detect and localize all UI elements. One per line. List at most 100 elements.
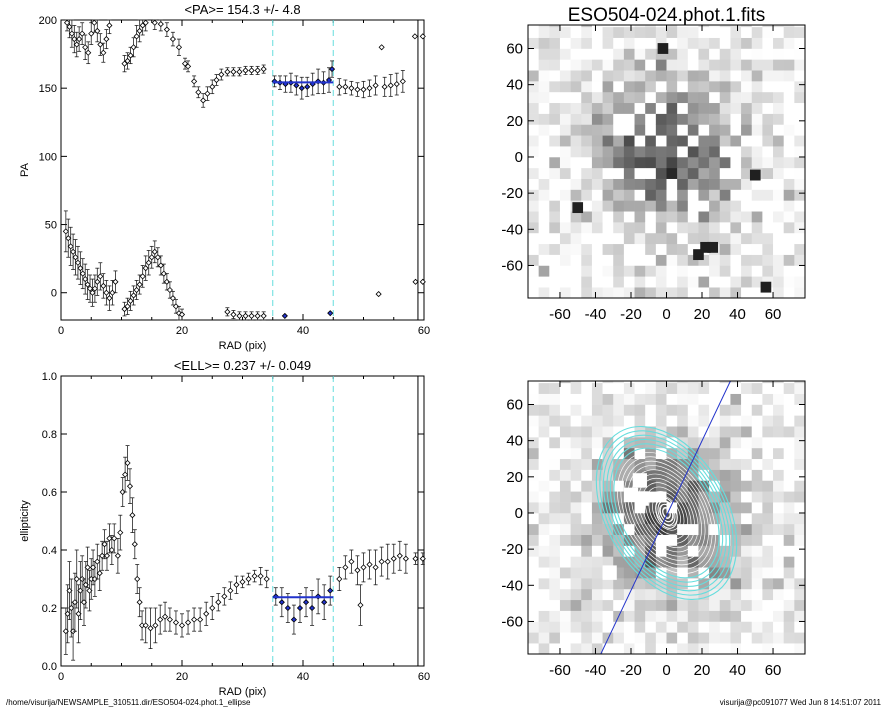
data-point: [290, 616, 297, 623]
image-pixel: [773, 621, 784, 633]
image-pixel: [698, 146, 710, 158]
image-pixel: [559, 146, 571, 158]
image-pixel: [645, 135, 657, 147]
image-pixel: [538, 556, 550, 568]
image-pixel: [698, 469, 710, 481]
image-pixel: [741, 189, 753, 201]
data-point: [86, 285, 94, 292]
image-pixel: [549, 167, 561, 179]
image-pixel: [719, 415, 731, 427]
image-pixel: [751, 113, 763, 125]
image-pixel: [783, 523, 795, 535]
image-pixel: [613, 556, 625, 568]
image-pixel: [751, 25, 763, 28]
image-pixel: [623, 146, 635, 158]
image-pixel: [730, 276, 742, 288]
image-pixel: [698, 276, 710, 288]
image-pixel: [655, 276, 667, 288]
image-pixel: [773, 447, 784, 460]
image-pixel: [709, 381, 721, 384]
image-pixel: [666, 48, 678, 60]
image-pixel: [698, 254, 710, 266]
image-pixel: [645, 222, 657, 234]
image-pixel: [581, 211, 593, 223]
image-pixel: [549, 25, 561, 28]
image-pixel: [528, 578, 539, 590]
image-pixel: [730, 37, 742, 49]
data-point: [278, 599, 285, 606]
image-pixel: [634, 189, 646, 201]
image-pixel: [783, 254, 795, 266]
image-pixel: [634, 167, 646, 179]
image-pixel: [602, 426, 614, 438]
image-pixel: [570, 381, 582, 384]
image-pixel: [570, 189, 582, 201]
image-pixel: [591, 232, 603, 245]
image-pixel: [581, 178, 593, 190]
image-pixel: [528, 48, 539, 60]
image-pixel: [634, 135, 646, 147]
image-pixel: [741, 102, 753, 114]
x-tick-label: 40: [729, 662, 746, 679]
image-pixel: [634, 545, 646, 557]
image-pixel: [613, 156, 625, 169]
data-point: [148, 254, 155, 261]
image-pixel: [549, 222, 561, 234]
image-pixel: [783, 243, 795, 255]
data-point: [82, 44, 89, 51]
footer-timestamp: visurija@pc091077 Wed Jun 8 14:51:07 201…: [719, 698, 881, 707]
isophote-ellipse: [655, 499, 678, 527]
image-pixel: [730, 222, 742, 234]
image-pixel: [581, 91, 593, 104]
data-point: [94, 278, 101, 285]
image-pixel: [570, 415, 582, 427]
image-pixel: [623, 599, 635, 611]
core-ellipse: [655, 497, 678, 529]
image-pixel: [709, 512, 721, 525]
image-pixel: [528, 135, 539, 147]
image-pixel: [634, 632, 646, 644]
image-pixel: [645, 124, 657, 136]
image-pixel: [591, 502, 603, 514]
data-point: [97, 273, 104, 280]
image-pixel: [559, 447, 571, 460]
image-pixel: [687, 178, 699, 190]
image-pixel: [559, 512, 571, 525]
image-pixel: [783, 426, 795, 438]
x-tick-label: 40: [729, 306, 746, 323]
image-pixel: [549, 382, 561, 394]
image-pixel: [730, 469, 742, 481]
image-pixel: [591, 265, 603, 277]
image-pixel: [602, 610, 614, 622]
image-pixel: [751, 534, 763, 546]
image-pixel: [602, 621, 614, 633]
image-pixel: [677, 632, 689, 644]
image-pixel: [602, 599, 614, 611]
image-pixel: [687, 81, 699, 93]
image-pixel: [613, 265, 625, 277]
image-pixel: [666, 534, 678, 546]
image-pixel: [655, 135, 667, 147]
image-pixel: [730, 415, 742, 427]
image-pixel: [538, 469, 550, 481]
image-pixel: [773, 146, 784, 158]
image-pixel: [666, 25, 678, 28]
image-pixel: [794, 211, 806, 223]
image-pixel: [549, 265, 561, 277]
data-point: [242, 67, 249, 74]
image-pixel: [528, 222, 539, 234]
image-pixel: [655, 567, 667, 579]
image-pixel: [559, 502, 571, 514]
image-pixel: [570, 59, 582, 71]
image-pixel: [666, 254, 678, 266]
image-pixel: [581, 588, 593, 601]
image-pixel: [613, 276, 625, 288]
image-pixel: [762, 447, 774, 460]
image-pixel: [645, 156, 657, 169]
image-pixel: [549, 632, 561, 644]
image-pixel: [528, 437, 539, 449]
image-pixel: [751, 556, 763, 568]
image-pixel: [762, 135, 774, 147]
image-pixel: [783, 81, 795, 93]
